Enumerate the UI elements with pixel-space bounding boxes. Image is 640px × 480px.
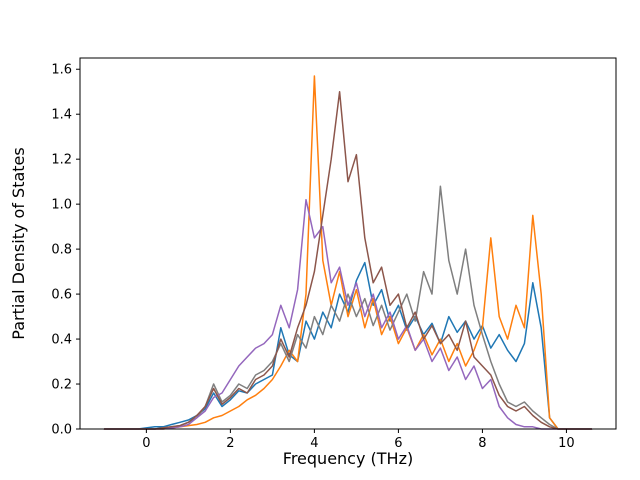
plot-line-series-3 bbox=[103, 185, 593, 430]
x-tick-label: 6 bbox=[394, 436, 402, 451]
y-tick-label: 1.4 bbox=[51, 108, 72, 123]
x-tick-label: 4 bbox=[310, 436, 318, 451]
plot-area-spines bbox=[79, 57, 617, 430]
y-tick-label: 0.6 bbox=[51, 288, 72, 303]
y-tick-label: 0.2 bbox=[51, 378, 72, 393]
plot-line-series-4 bbox=[103, 198, 593, 430]
y-tick-label: 0.8 bbox=[51, 243, 72, 258]
plot-line-series-2 bbox=[103, 75, 593, 430]
x-tick-label: 10 bbox=[558, 436, 575, 451]
x-axis-label: Frequency (THz) bbox=[283, 449, 413, 468]
y-tick-label: 1.2 bbox=[51, 153, 72, 168]
y-tick-label: 1.0 bbox=[51, 198, 72, 213]
plot-line-series-5 bbox=[103, 90, 593, 430]
y-tick-label: 0.4 bbox=[51, 333, 72, 348]
axis-layer: 0 2 4 6 8 10 0.0 0.2 0.4 0.6 0.8 1.0 1.2 1.4 1.6 bbox=[51, 57, 617, 451]
x-tick-label: 8 bbox=[478, 436, 486, 451]
x-tick-label: 2 bbox=[226, 436, 234, 451]
series-layer bbox=[103, 75, 593, 430]
x-tick-label: 0 bbox=[142, 436, 150, 451]
y-tick-label: 1.6 bbox=[51, 63, 72, 78]
plot-line-series-1 bbox=[103, 261, 593, 430]
y-tick-label: 0.0 bbox=[51, 423, 72, 438]
y-axis-label: Partial Density of States bbox=[9, 147, 28, 339]
